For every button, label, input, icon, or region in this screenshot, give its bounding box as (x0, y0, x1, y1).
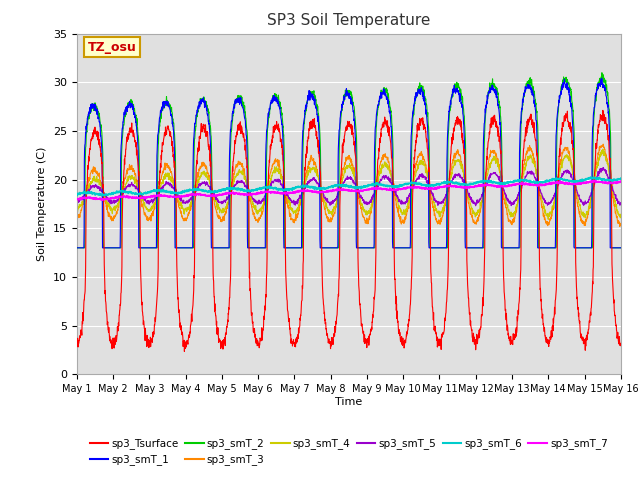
sp3_smT_1 (584, 245, 591, 251)
sp3_smT_7 (617, 178, 625, 184)
sp3_smT_4 (545, 216, 552, 222)
X-axis label: Time: Time (335, 397, 362, 407)
sp3_smT_1 (365, 245, 372, 251)
sp3_smT_4 (376, 169, 384, 175)
sp3_smT_3 (225, 198, 232, 204)
sp3_smT_2 (225, 245, 232, 251)
sp3_smT_7 (584, 180, 592, 185)
Y-axis label: Soil Temperature (C): Soil Temperature (C) (37, 147, 47, 261)
sp3_smT_5 (365, 200, 372, 205)
sp3_smT_3 (569, 168, 577, 174)
Title: SP3 Soil Temperature: SP3 Soil Temperature (267, 13, 431, 28)
sp3_Tsurface (225, 305, 232, 311)
sp3_smT_7 (99, 197, 106, 203)
sp3_smT_7 (73, 197, 81, 203)
sp3_Tsurface (376, 138, 384, 144)
sp3_smT_6 (225, 186, 232, 192)
sp3_smT_2 (507, 245, 515, 251)
sp3_smT_4 (584, 208, 592, 214)
sp3_smT_7 (507, 183, 515, 189)
sp3_smT_2 (376, 94, 384, 99)
sp3_smT_6 (376, 182, 384, 188)
sp3_smT_4 (569, 170, 577, 176)
sp3_smT_3 (376, 162, 384, 168)
sp3_smT_5 (569, 177, 577, 183)
sp3_smT_4 (73, 207, 81, 213)
sp3_smT_1 (569, 121, 577, 127)
sp3_smT_2 (569, 105, 577, 110)
sp3_smT_2 (617, 245, 625, 251)
sp3_smT_6 (73, 192, 81, 198)
sp3_smT_5 (472, 203, 479, 209)
sp3_smT_7 (589, 178, 597, 183)
sp3_smT_1 (73, 245, 81, 251)
Legend: sp3_Tsurface, sp3_smT_1, sp3_smT_2, sp3_smT_3, sp3_smT_4, sp3_smT_5, sp3_smT_6, : sp3_Tsurface, sp3_smT_1, sp3_smT_2, sp3_… (85, 434, 612, 469)
sp3_smT_5 (584, 199, 592, 204)
sp3_smT_3 (365, 220, 372, 226)
sp3_smT_6 (365, 183, 372, 189)
Line: sp3_smT_4: sp3_smT_4 (77, 149, 621, 219)
sp3_Tsurface (507, 341, 515, 347)
sp3_smT_1 (598, 75, 605, 81)
sp3_smT_7 (569, 181, 577, 187)
sp3_Tsurface (584, 330, 592, 336)
sp3_smT_6 (569, 178, 577, 184)
sp3_smT_5 (73, 201, 81, 206)
sp3_smT_7 (225, 191, 232, 196)
sp3_smT_1 (225, 245, 232, 251)
sp3_smT_7 (376, 186, 384, 192)
sp3_smT_1 (617, 245, 625, 251)
sp3_smT_4 (617, 214, 625, 220)
sp3_smT_2 (598, 70, 605, 75)
Line: sp3_smT_7: sp3_smT_7 (77, 180, 621, 200)
sp3_smT_2 (584, 245, 591, 251)
Text: TZ_osu: TZ_osu (88, 41, 136, 54)
sp3_Tsurface (73, 337, 81, 343)
Line: sp3_smT_3: sp3_smT_3 (77, 144, 621, 227)
sp3_Tsurface (180, 348, 188, 354)
Line: sp3_smT_6: sp3_smT_6 (77, 177, 621, 196)
sp3_smT_5 (225, 194, 232, 200)
sp3_smT_3 (584, 211, 591, 216)
sp3_smT_6 (617, 175, 625, 181)
sp3_smT_7 (365, 186, 372, 192)
sp3_smT_5 (376, 178, 384, 183)
Line: sp3_smT_5: sp3_smT_5 (77, 168, 621, 206)
sp3_smT_5 (507, 200, 515, 206)
sp3_smT_4 (599, 146, 607, 152)
Line: sp3_smT_2: sp3_smT_2 (77, 72, 621, 248)
sp3_smT_1 (507, 245, 515, 251)
sp3_Tsurface (617, 343, 625, 348)
sp3_smT_4 (225, 197, 232, 203)
sp3_smT_2 (365, 245, 372, 251)
sp3_Tsurface (599, 108, 607, 113)
sp3_smT_1 (376, 95, 384, 100)
sp3_smT_3 (599, 141, 607, 147)
sp3_smT_4 (365, 208, 372, 214)
sp3_smT_3 (507, 218, 515, 224)
Line: sp3_smT_1: sp3_smT_1 (77, 78, 621, 248)
sp3_smT_3 (616, 224, 623, 229)
sp3_smT_6 (584, 176, 592, 181)
sp3_Tsurface (365, 334, 372, 339)
sp3_smT_6 (99, 193, 107, 199)
Line: sp3_Tsurface: sp3_Tsurface (77, 110, 621, 351)
sp3_smT_6 (587, 174, 595, 180)
sp3_smT_2 (73, 245, 81, 251)
sp3_smT_4 (507, 212, 515, 218)
sp3_smT_5 (617, 201, 625, 207)
sp3_smT_5 (600, 165, 607, 170)
sp3_smT_6 (507, 179, 515, 185)
sp3_smT_3 (73, 216, 81, 222)
sp3_smT_3 (617, 221, 625, 227)
sp3_Tsurface (569, 146, 577, 152)
